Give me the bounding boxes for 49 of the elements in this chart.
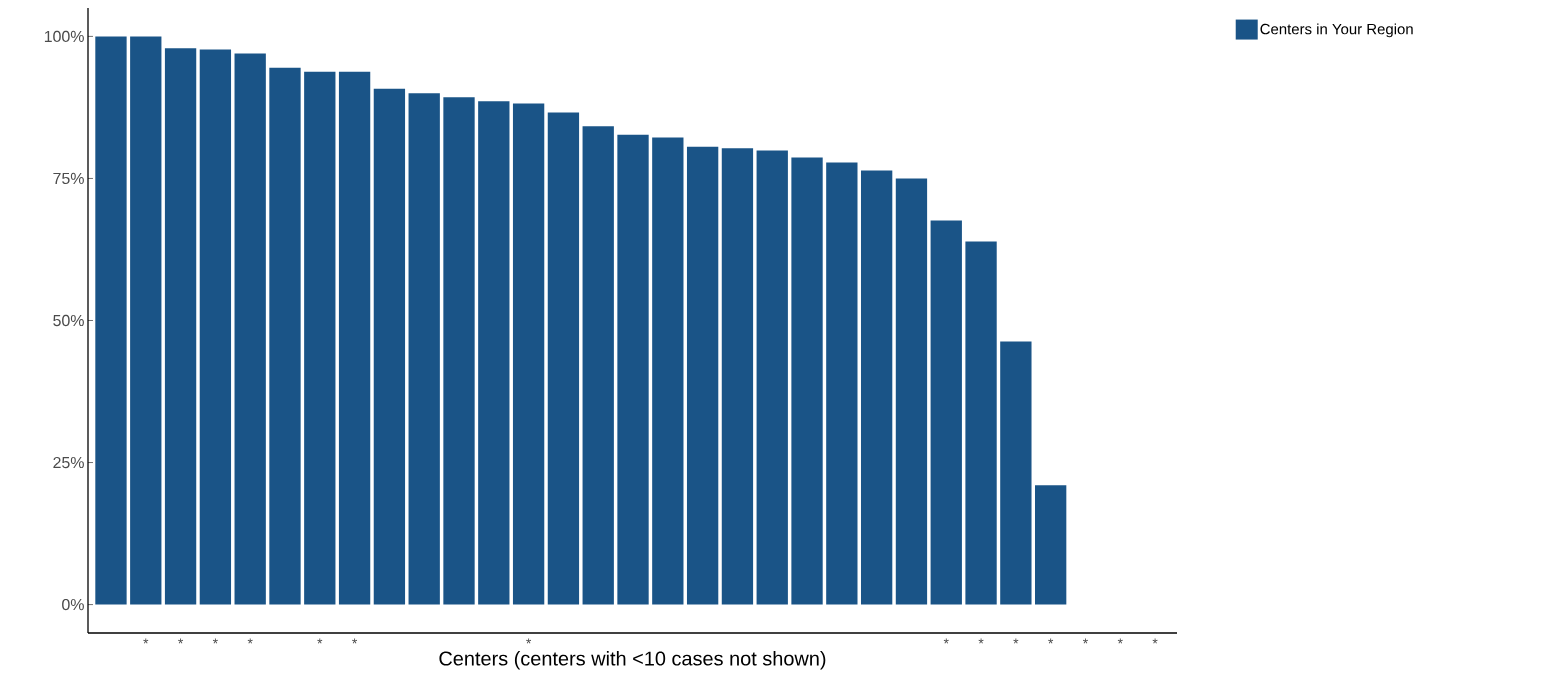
x-tick-label: * (526, 638, 532, 644)
bar (721, 148, 754, 605)
x-tick-label: * (143, 638, 149, 644)
bar (756, 150, 788, 605)
legend-label: Centers in Your Region (1260, 23, 1413, 38)
x-tick-label: * (1152, 638, 1158, 644)
y-tick-label: 75% (53, 172, 84, 185)
bar (408, 93, 440, 605)
bar (304, 71, 336, 605)
x-tick-label: * (943, 638, 949, 644)
bar (234, 53, 266, 605)
x-tick-label: * (978, 638, 984, 644)
bar (373, 88, 406, 605)
bar (860, 170, 893, 605)
x-tick-label: * (247, 638, 253, 644)
bar (130, 36, 162, 605)
x-tick-label: * (1048, 638, 1054, 644)
x-tick-label: * (1117, 638, 1123, 644)
bar (686, 146, 719, 605)
bar (443, 97, 475, 605)
bar (547, 112, 580, 605)
bar (965, 241, 997, 605)
bar (617, 134, 649, 605)
bar (199, 49, 232, 605)
y-tick-label: 100% (44, 30, 84, 43)
bar (1035, 485, 1067, 605)
bar (338, 71, 371, 605)
bar (826, 162, 858, 605)
x-axis-title: Centers (centers with <10 cases not shown) (439, 650, 826, 670)
x-tick-label: * (1082, 638, 1088, 644)
bar (269, 67, 301, 605)
bar (478, 101, 510, 605)
y-tick-label: 0% (62, 598, 84, 611)
bar (1000, 341, 1032, 605)
x-tick-label: * (1013, 638, 1019, 644)
y-tick-label: 25% (53, 456, 84, 469)
bar (582, 126, 614, 605)
x-tick-label: * (212, 638, 218, 644)
x-tick-label: * (178, 638, 184, 644)
bar (512, 103, 545, 605)
bar (164, 48, 197, 605)
bar (895, 178, 928, 605)
bar (791, 157, 823, 605)
y-tick-label: 50% (53, 314, 84, 327)
x-tick-label: * (317, 638, 323, 644)
x-tick-label: * (352, 638, 358, 644)
bar (930, 220, 962, 605)
bar (95, 36, 127, 605)
bar (652, 137, 684, 605)
